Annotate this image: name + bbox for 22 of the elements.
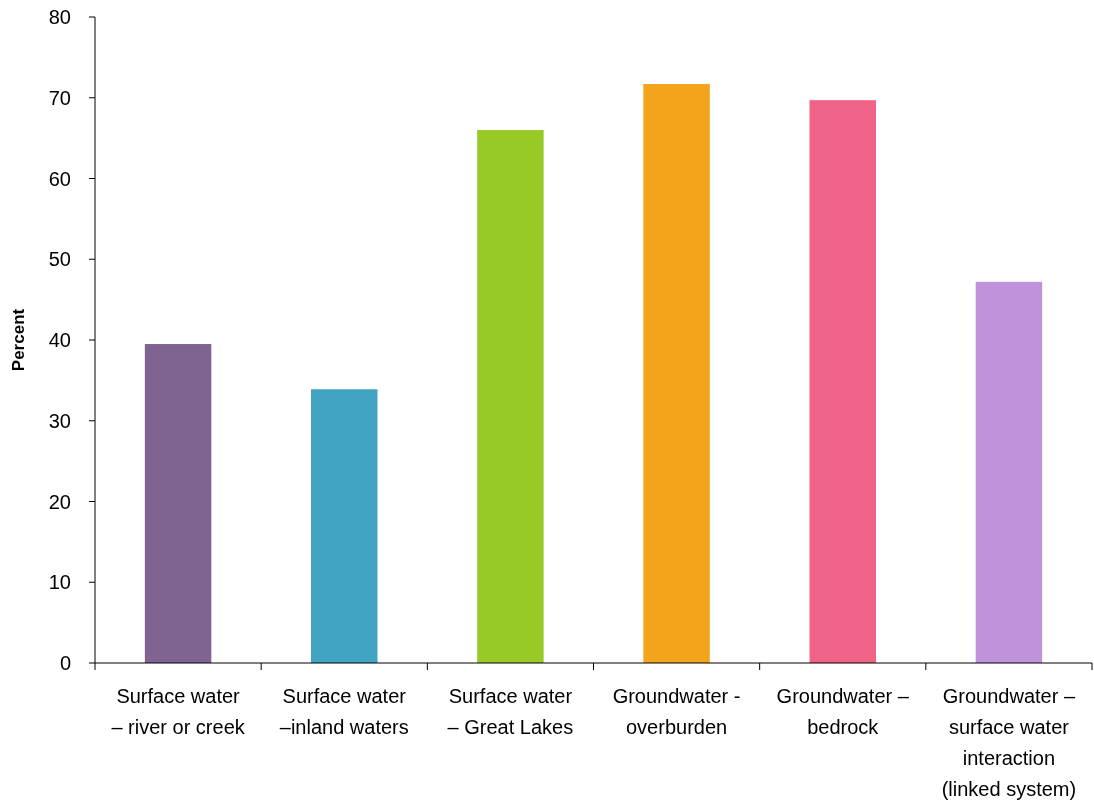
- y-tick-label: 30: [48, 409, 71, 432]
- y-tick-label: 20: [48, 490, 71, 513]
- x-tick-label: Groundwater - overburden: [612, 685, 741, 738]
- bar: [311, 389, 378, 663]
- bar: [144, 344, 212, 663]
- bar: [975, 281, 1043, 663]
- x-tick-label: Surface water – Great Lakes: [447, 685, 574, 738]
- y-tick-label: 40: [48, 329, 71, 351]
- y-tick-label: 50: [48, 248, 71, 271]
- x-tick-label: Groundwater – surface water interaction (linked system): [941, 685, 1077, 800]
- y-tick-label: 0: [59, 652, 71, 674]
- bar: [643, 84, 710, 663]
- x-tick-label: Surface water –inland waters: [279, 685, 409, 738]
- bar: [477, 130, 544, 663]
- y-axis-title: Percent: [9, 308, 28, 372]
- bar: [809, 100, 876, 663]
- x-tick-label: Surface water – river or creek: [111, 685, 246, 738]
- y-tick-label: 10: [48, 571, 71, 594]
- x-tick-label: Groundwater – bedrock: [776, 685, 910, 738]
- y-tick-label: 80: [48, 6, 71, 28]
- y-tick-label: 60: [48, 167, 71, 190]
- y-tick-label: 70: [48, 86, 71, 109]
